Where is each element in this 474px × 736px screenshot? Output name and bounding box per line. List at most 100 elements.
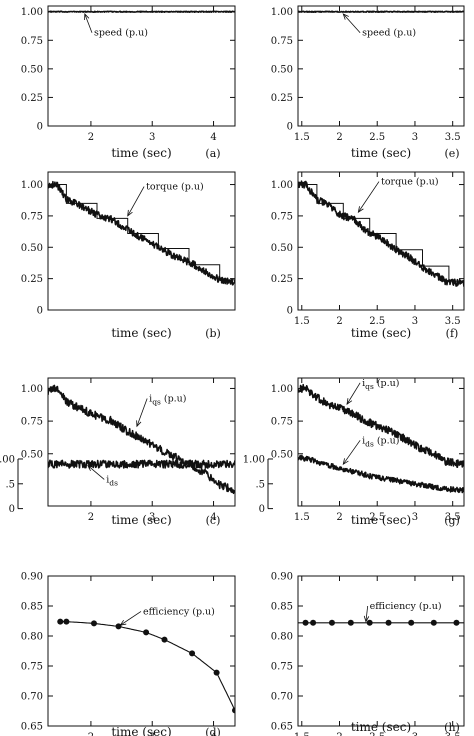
x-tick-label: 1.5 [294,512,310,523]
y-tick-label: 0.70 [271,692,293,703]
y-tick-label: 1.00 [21,180,43,191]
y-tick-label: 0.65 [271,722,293,733]
x-axis-title: time (sec) [111,513,171,527]
plot-frame [297,377,465,507]
y-tick-label: 0.75 [271,662,293,673]
y-tick-label: 0 [287,122,293,133]
annotation-label: speed (p.u) [94,28,148,39]
annotation-arrowhead [127,209,133,217]
panel-b: 0 0.25 0.50 0.75 1.00 torque (p.u) time (sec) (… [21,171,236,340]
panel-f: 1.5 2 2.5 3 3.5 0 0.25 0.50 0.75 1.00 torque (p.u)… [271,171,465,340]
plot-area [48,384,235,495]
x-tick-label: 3.5 [445,316,461,327]
annotation-arrowhead [346,398,353,405]
y-tick-label: 0.90 [21,572,43,583]
y-tick-label: 0.25 [21,274,43,285]
series-line [48,459,235,469]
panel-label: (b) [205,327,221,340]
y-tick-label: 0.25 [271,93,293,104]
y-tick-label: 0.75 [271,36,293,47]
y-tick-label: 0.90 [271,572,293,583]
x-tick-label: 2.5 [369,512,385,523]
y-tick-label: 1.00 [271,7,293,18]
annotation-arrow [365,605,369,622]
plot-frame [47,575,236,727]
data-point [213,669,220,676]
data-point [57,618,64,625]
panel-a: 2 3 4 0 0.25 0.50 0.75 1.00 speed (p.u) time (sec… [21,5,236,160]
plot-frame [297,5,465,127]
series-line [298,180,464,287]
annotation-text: torque (p.u) [381,177,439,188]
plot-frame [297,575,465,727]
secondary-y-tick-label: .5 [255,479,265,490]
panel-label: (e) [444,147,459,160]
panel-e: 1.5 2 2.5 3 3.5 0 0.25 0.50 0.75 1.00 speed (p.u) t… [271,5,465,160]
annotation-text: i [149,394,152,405]
y-tick-label: 0.50 [271,449,293,460]
annotation-arrowhead [136,420,142,428]
y-tick-label: 0.80 [271,632,293,643]
annotation-text: efficiency (p.u) [370,601,442,612]
y-tick-label: 1.00 [21,384,43,395]
y-tick-label: 0.50 [21,243,43,254]
annotation-label: iqs (p.u) [149,394,186,407]
panel-label: (f) [446,327,459,340]
x-axis-title: time (sec) [351,720,411,734]
x-tick-label: 2 [336,132,342,143]
annotation-label: speed (p.u) [362,28,416,39]
data-point [408,619,415,626]
annotation-text: i [106,474,109,485]
annotation-arrow [358,181,380,213]
data-point [63,618,70,625]
series-line [48,180,235,286]
x-axis-title: time (sec) [351,513,411,527]
series-line [48,384,235,495]
data-point [453,619,460,626]
series-line [298,454,464,494]
annotation-text: efficiency (p.u) [143,606,215,617]
x-tick-label: 1.5 [294,732,310,736]
annotation-label: efficiency (p.u) [370,601,442,612]
x-tick-label: 3 [412,316,418,327]
series-line [48,10,235,13]
data-point [302,619,309,626]
annotation-label: iqs (p.u) [362,378,399,391]
annotation-text: torque (p.u) [146,182,204,193]
x-tick-label: 2 [336,316,342,327]
panel-label: (h) [444,721,460,734]
panel-d: 2 3 4 0.65 0.70 0.75 0.80 0.85 0.90 efficiency (p… [21,572,236,736]
x-tick-label: 4 [210,512,216,523]
x-axis-title: time (sec) [351,146,411,160]
y-tick-label: 0.50 [21,64,43,75]
annotation-text: i [362,378,365,389]
annotation-arrowhead [342,458,349,466]
data-point [115,623,122,630]
x-tick-label: 3 [149,132,155,143]
annotation-arrowhead [342,13,349,20]
plot-area [298,619,464,626]
annotation-label: ids (p.u) [362,435,399,448]
secondary-y-tick-label: 1.00 [0,454,15,465]
x-tick-label: 2 [336,732,342,736]
x-axis-title: time (sec) [351,326,411,340]
series-line [298,10,464,13]
annotation-label: torque (p.u) [381,177,439,188]
y-tick-label: 0.75 [271,211,293,222]
plot-area [57,618,235,714]
secondary-y-tick-label: 0 [259,504,265,515]
annotation-arrow [127,186,145,217]
y-tick-label: 0.50 [271,64,293,75]
y-tick-label: 1.00 [271,384,293,395]
data-point [232,707,235,714]
annotation-suffix: (p.u) [374,435,400,446]
y-tick-label: 0.80 [21,632,43,643]
secondary-y-tick-label: 0 [9,504,15,515]
annotation-text: speed (p.u) [362,28,416,39]
x-tick-label: 2.5 [369,732,385,736]
data-point [161,636,168,643]
x-tick-label: 3.5 [445,512,461,523]
y-tick-label: 0.75 [21,662,43,673]
